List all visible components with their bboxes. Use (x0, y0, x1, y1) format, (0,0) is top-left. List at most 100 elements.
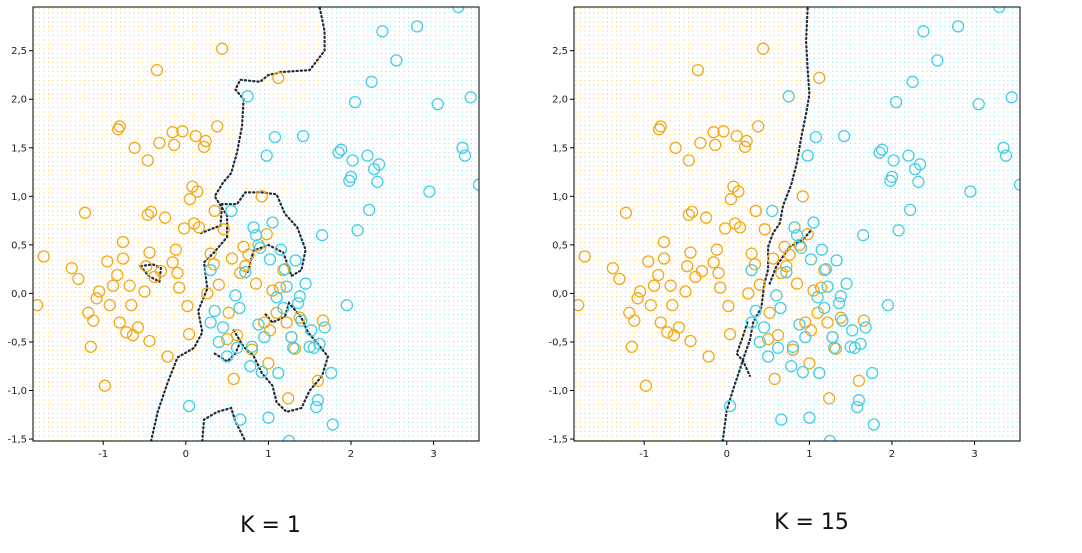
orange-point (684, 334, 697, 348)
orange-point (753, 278, 766, 291)
orange-point (123, 279, 136, 292)
blue-point (819, 262, 833, 276)
blue-point (204, 263, 217, 277)
blue-point (305, 324, 318, 337)
y-tick-label: 2,0 (11, 95, 27, 106)
orange-point (657, 252, 671, 265)
blue-point (423, 185, 436, 198)
decision-boundary (139, 7, 330, 441)
orange-point (143, 246, 156, 259)
orange-point (230, 329, 244, 342)
blue-point (332, 146, 345, 159)
blue-point (363, 203, 376, 217)
blue-point (904, 203, 917, 217)
orange-point (780, 260, 793, 273)
orange-point (113, 120, 126, 133)
orange-point (661, 326, 674, 339)
orange-point (647, 279, 661, 292)
blue-point (761, 350, 775, 363)
blue-point (289, 254, 302, 267)
orange-point (623, 306, 636, 319)
orange-point (171, 266, 184, 280)
blue-point (295, 314, 308, 327)
orange-point (732, 185, 745, 198)
orange-point (120, 326, 133, 339)
orange-point (574, 298, 585, 312)
orange-point (694, 136, 707, 150)
orange-point (237, 240, 250, 253)
orange-point (631, 292, 644, 305)
blue-point (856, 229, 870, 242)
blue-point (993, 7, 1006, 14)
blue-point (233, 301, 246, 315)
orange-point (212, 278, 225, 291)
blue-point (786, 340, 800, 353)
blue-point (225, 204, 238, 218)
blue-point (854, 337, 867, 351)
blue-point (964, 185, 977, 198)
orange-point (783, 248, 796, 261)
data-points (33, 7, 479, 441)
orange-point (829, 342, 842, 355)
orange-point (101, 255, 114, 268)
orange-point (786, 343, 800, 356)
orange-point (742, 287, 755, 300)
blue-point (745, 316, 758, 329)
orange-region-dots (575, 8, 829, 441)
blue-point (951, 20, 965, 33)
scatter-plot-k1: -1 0 1 2 3 -1,5 -1,0 -0,5 0,0 0,5 1,0 1,5 2,0 2,5 (7, 6, 480, 460)
blue-point (334, 143, 348, 156)
orange-point (143, 334, 156, 348)
orange-point (857, 314, 871, 327)
orange-point (642, 255, 655, 268)
blue-point (913, 158, 927, 171)
orange-point (255, 190, 268, 203)
blue-point (788, 221, 801, 234)
boundary-line (213, 340, 242, 363)
orange-point (707, 126, 720, 139)
blue-point (803, 411, 816, 424)
blue-point (723, 399, 737, 413)
blue-point (376, 25, 389, 38)
blue-point (804, 253, 818, 266)
blue-point (270, 291, 283, 304)
x-tick-label: -1 (98, 449, 108, 460)
orange-point (745, 247, 758, 260)
orange-point (654, 120, 667, 133)
y-tick-label: -1,0 (548, 386, 568, 397)
orange-point (702, 350, 715, 363)
blue-point (241, 90, 254, 103)
blue-point (260, 149, 273, 162)
blue-point (365, 75, 378, 88)
blue-point (873, 146, 886, 159)
y-tick-label: -0,5 (7, 337, 27, 348)
blue-point (310, 400, 323, 414)
plot-frame (573, 6, 1021, 442)
orange-point (153, 136, 166, 150)
knn-chart-k1: -1 0 1 2 3 -1,5 -1,0 -0,5 0,0 0,5 1,0 1,5 2,0 2,5 K =… (7, 6, 480, 538)
blue-point (912, 175, 925, 188)
orange-point (699, 211, 713, 224)
blue-point (351, 224, 364, 237)
blue-point (372, 158, 386, 171)
blue-point (431, 97, 444, 111)
orange-point (201, 287, 214, 300)
blue-point (851, 400, 864, 414)
orange-point (141, 154, 154, 167)
blue-point (361, 149, 374, 162)
orange-point (277, 263, 290, 277)
orange-point (181, 299, 194, 313)
boundary-line (201, 406, 247, 441)
orange-point (204, 247, 217, 260)
plot-frame (32, 6, 480, 442)
blue-point (830, 254, 843, 267)
blue-point (794, 241, 808, 254)
orange-point (633, 285, 647, 298)
orange-point (245, 343, 259, 356)
blue-point (836, 314, 849, 327)
orange-point (166, 256, 179, 269)
orange-point (225, 252, 239, 265)
orange-point (249, 277, 263, 290)
blue-point (753, 335, 766, 349)
